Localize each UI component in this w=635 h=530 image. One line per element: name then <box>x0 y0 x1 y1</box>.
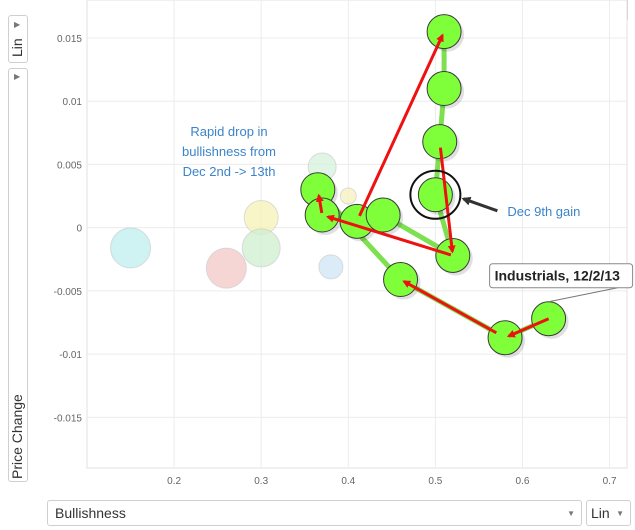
note-line: Rapid drop in <box>190 124 267 139</box>
red-arrow <box>325 214 452 257</box>
y-axis-selector[interactable]: ▶ Price Change <box>8 68 28 482</box>
x-axis-title: Bullishness <box>55 505 126 521</box>
chevron-right-icon: ▶ <box>14 20 21 29</box>
x-tick-label: 0.4 <box>341 476 355 487</box>
note-rapid-drop: Rapid drop in bullishness from Dec 2nd -> … <box>182 124 276 179</box>
y-tick-label: 0 <box>76 224 82 235</box>
faded-bubble <box>205 247 247 289</box>
chevron-down-icon: ▼ <box>567 509 575 518</box>
industrials-bubble <box>426 71 462 107</box>
note-dec9-gain: Dec 9th gain <box>507 204 580 219</box>
industrials-bubbles <box>300 14 569 358</box>
x-scale-label: Lin <box>591 505 610 521</box>
industrials-bubble <box>304 197 340 233</box>
y-scale-toggle[interactable]: ▶ Lin <box>8 15 28 63</box>
tooltip: Industrials, 12/2/13 <box>489 263 634 303</box>
y-tick-label: 0.015 <box>57 34 82 45</box>
red-arrow <box>315 193 324 214</box>
industrials-bubble <box>426 14 462 50</box>
y-tick-label: -0.015 <box>54 413 83 424</box>
x-axis-selector[interactable]: Bullishness ▼ <box>47 500 582 526</box>
industrials-bubble <box>487 320 523 356</box>
annotation-arrows <box>315 33 550 338</box>
faded-bubble <box>241 228 281 268</box>
y-tick-label: -0.01 <box>59 350 82 361</box>
note-line: Dec 2nd -> 13th <box>183 164 276 179</box>
highlight-ring <box>409 169 462 220</box>
red-arrow <box>402 280 498 335</box>
x-tick-label: 0.6 <box>516 476 530 487</box>
note-line: bullishness from <box>182 144 276 159</box>
x-scale-toggle[interactable]: Lin ▼ <box>586 500 631 526</box>
dark-arrow <box>461 196 498 213</box>
red-arrow <box>506 317 550 338</box>
bubble-chart: 0.2 0.3 0.4 0.5 0.6 0.7 0.015 0.01 0.005 0 -0.005… <box>54 0 634 487</box>
y-tick-label: 0.005 <box>57 160 82 171</box>
x-tick-labels: 0.2 0.3 0.4 0.5 0.6 0.7 <box>167 476 617 487</box>
x-tick-label: 0.7 <box>603 476 617 487</box>
chevron-right-icon: ▶ <box>14 72 21 81</box>
tooltip-text: Industrials, 12/2/13 <box>495 268 620 284</box>
faded-bubble <box>110 227 152 269</box>
chevron-down-icon: ▼ <box>616 509 624 518</box>
x-tick-label: 0.3 <box>254 476 268 487</box>
x-tick-label: 0.2 <box>167 476 181 487</box>
industrials-bubble <box>422 124 458 160</box>
y-tick-label: -0.005 <box>54 287 83 298</box>
faded-bubble <box>339 187 357 205</box>
red-arrow <box>358 33 444 217</box>
y-tick-labels: 0.015 0.01 0.005 0 -0.005 -0.01 -0.015 <box>54 34 83 424</box>
y-tick-label: 0.01 <box>63 97 83 108</box>
red-arrow <box>438 147 456 254</box>
industrials-bubble <box>365 197 401 233</box>
grid <box>87 0 627 468</box>
x-tick-label: 0.5 <box>428 476 442 487</box>
industrials-bubble <box>383 262 419 298</box>
faded-bubble <box>318 254 344 280</box>
industrials-bubble <box>435 238 471 274</box>
